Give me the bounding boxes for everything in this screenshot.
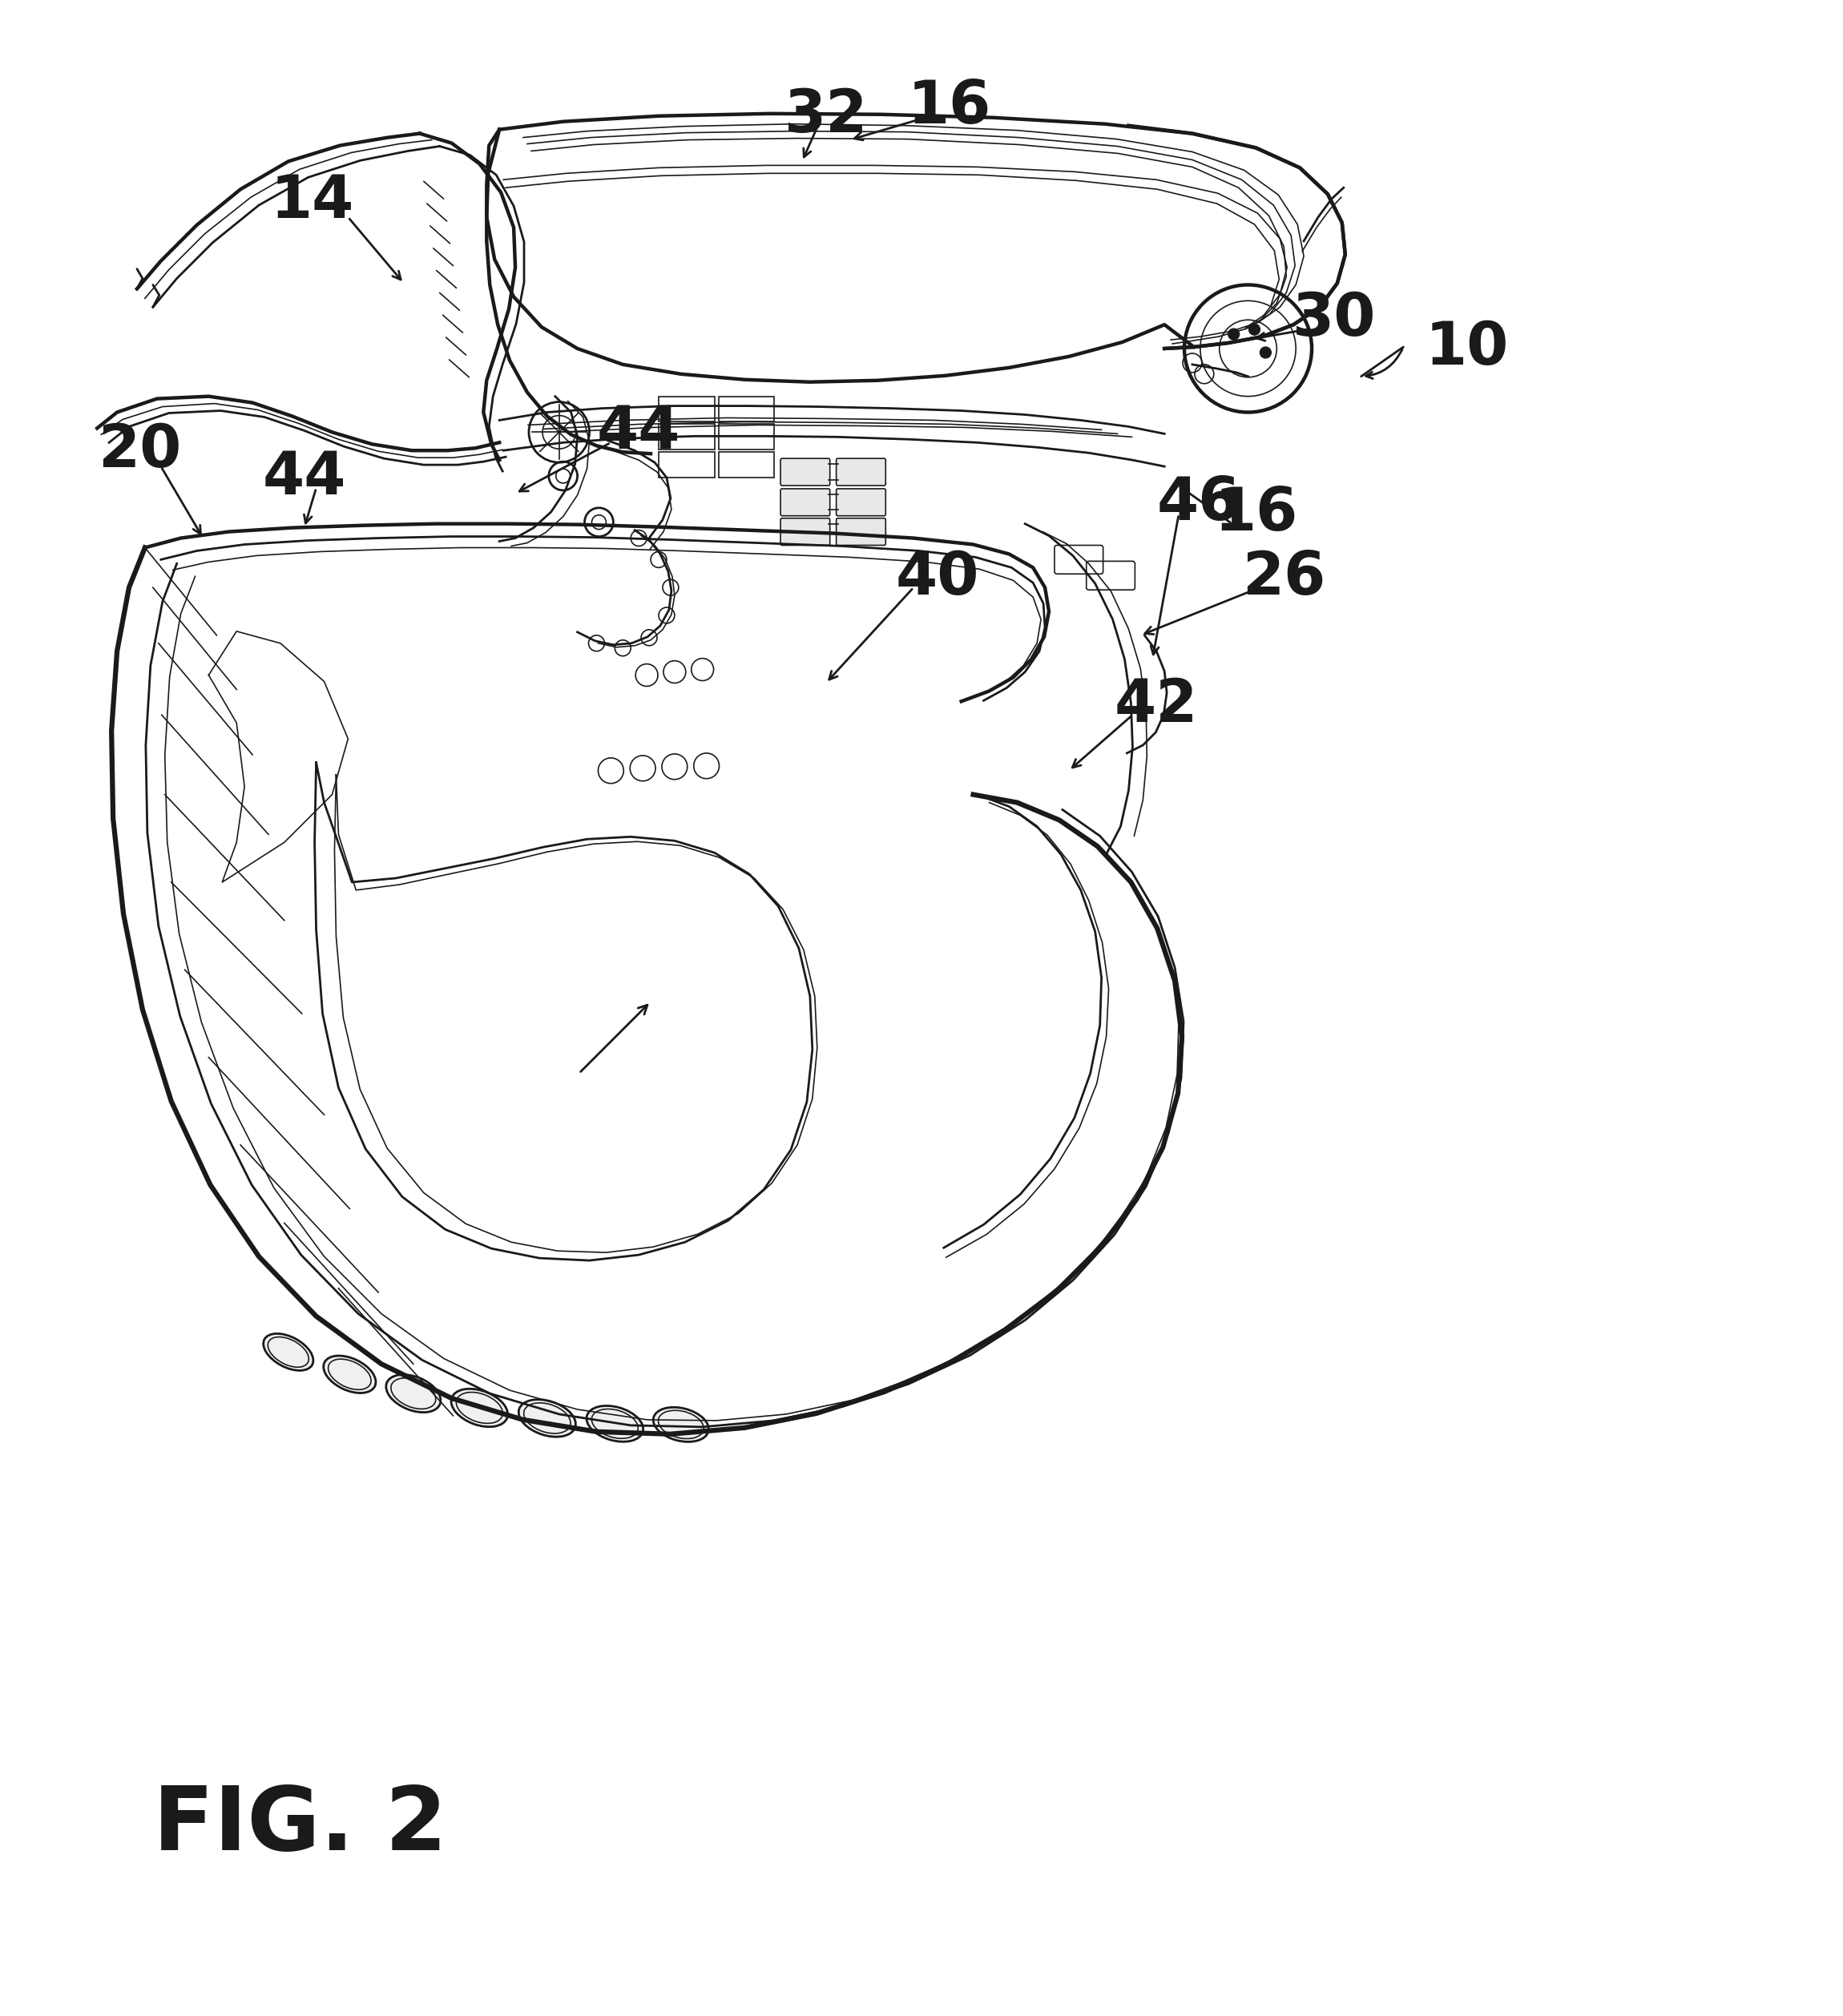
Ellipse shape xyxy=(586,1405,643,1441)
Ellipse shape xyxy=(452,1389,509,1427)
Text: 26: 26 xyxy=(1242,548,1325,607)
Circle shape xyxy=(1261,347,1272,359)
Text: 32: 32 xyxy=(783,87,868,145)
FancyBboxPatch shape xyxy=(781,458,829,486)
Text: 30: 30 xyxy=(1292,290,1377,349)
Ellipse shape xyxy=(518,1399,575,1437)
Text: 16: 16 xyxy=(1215,486,1297,544)
FancyBboxPatch shape xyxy=(781,518,829,544)
Text: 10: 10 xyxy=(1425,319,1509,377)
Ellipse shape xyxy=(264,1335,313,1371)
Text: 20: 20 xyxy=(98,421,181,480)
Ellipse shape xyxy=(652,1407,710,1441)
Text: 44: 44 xyxy=(262,448,346,506)
Ellipse shape xyxy=(385,1375,440,1413)
Ellipse shape xyxy=(324,1355,376,1393)
Text: 46: 46 xyxy=(1157,474,1240,532)
Text: 44: 44 xyxy=(597,403,680,462)
Text: 14: 14 xyxy=(271,171,354,230)
Circle shape xyxy=(1227,329,1238,341)
Circle shape xyxy=(1185,284,1312,411)
FancyArrowPatch shape xyxy=(1366,349,1403,379)
Text: 16: 16 xyxy=(907,79,992,137)
Circle shape xyxy=(1250,325,1261,335)
Text: 40: 40 xyxy=(896,548,979,607)
FancyBboxPatch shape xyxy=(837,488,886,516)
FancyBboxPatch shape xyxy=(837,518,886,544)
FancyBboxPatch shape xyxy=(781,488,829,516)
Text: 42: 42 xyxy=(1115,675,1198,734)
Text: FIG. 2: FIG. 2 xyxy=(153,1782,446,1869)
FancyBboxPatch shape xyxy=(837,458,886,486)
